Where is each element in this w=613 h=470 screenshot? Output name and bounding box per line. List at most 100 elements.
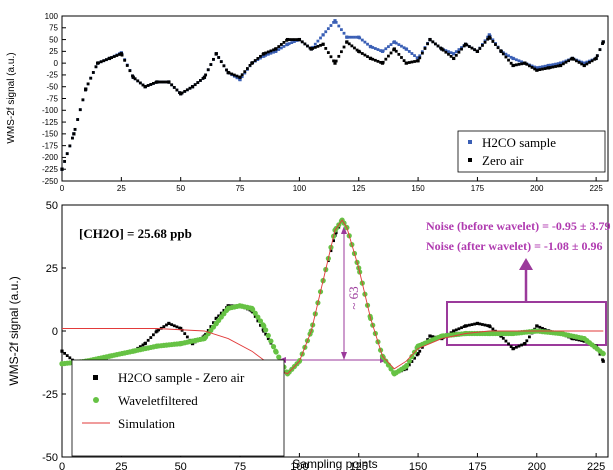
trace-point-zero-air [368, 56, 372, 60]
trace-point-zero-air [321, 42, 325, 46]
trace-point-zero-air [99, 60, 103, 64]
bottom-y-tick-label: -25 [42, 389, 58, 401]
trace-point-h2co-sample [520, 60, 523, 64]
trace-point-h2co-sample [366, 42, 369, 46]
trace-point-h2co-sample-zero-air [329, 249, 333, 253]
trace-point-h2co-sample-zero-air [465, 324, 469, 328]
trace-point-h2co-sample [290, 41, 294, 44]
top-x-tick-label: 0 [60, 184, 65, 193]
trace-point-h2co-sample [363, 40, 367, 44]
trace-point-zero-air [238, 75, 241, 79]
trace-point-zero-air [97, 61, 100, 65]
trace-point-h2co-sample-zero-air [183, 332, 187, 336]
trace-point-h2co-sample [373, 47, 377, 50]
trace-point-h2co-sample-zero-air [180, 328, 184, 332]
legend-marker-difference [93, 375, 98, 380]
trace-point-zero-air [183, 89, 187, 93]
bottom-y-tick-label: 0 [52, 326, 58, 338]
trace-point-h2co-sample-zero-air [415, 353, 419, 357]
trace-point-zero-air [212, 57, 215, 61]
top-x-tick-label: 175 [471, 184, 485, 193]
trace-point-zero-air [436, 44, 440, 48]
trace-point-zero-air [138, 81, 142, 85]
trace-point-h2co-sample-zero-air [538, 325, 542, 329]
trace-point-h2co-sample-zero-air [256, 319, 260, 323]
trace-point-zero-air [277, 45, 281, 48]
trace-point-h2co-sample [397, 43, 401, 47]
trace-point-zero-air [588, 60, 591, 64]
trace-point-h2co-sample-zero-air [535, 324, 539, 328]
trace-point-zero-air [376, 59, 380, 63]
noise-after-annotation: Noise (after wavelet) = -1.08 ± 0.96 [426, 239, 602, 253]
trace-point-waveletfiltered [270, 344, 277, 350]
trace-point-h2co-sample-zero-air [541, 326, 544, 330]
trace-point-zero-air [324, 47, 328, 50]
bottom-y-axis-label: WMS-2f signal (a.u.) [7, 276, 21, 385]
trace-point-zero-air [405, 61, 409, 65]
trace-point-zero-air [104, 58, 108, 62]
top-x-axis: 0 25 50 75 100 125 150 175 200 225 [60, 177, 603, 193]
peak-height-arrow-top [341, 226, 347, 234]
trace-point-h2co-sample-zero-air [206, 328, 210, 332]
trace-point-zero-air [248, 64, 252, 67]
trace-point-h2co-sample [543, 64, 547, 68]
bottom-y-tick-label: 25 [46, 263, 58, 275]
trace-point-h2co-sample-zero-air [172, 324, 176, 328]
trace-point-zero-air [306, 44, 309, 48]
trace-point-zero-air [465, 43, 469, 47]
legend-marker-zero-air [468, 158, 472, 162]
trace-point-zero-air [514, 63, 518, 67]
x-axis-label: Sampling points [292, 457, 377, 470]
trace-point-h2co-sample [293, 40, 296, 43]
trace-point-h2co-sample-zero-air [504, 339, 508, 343]
trace-point-h2co-sample [324, 30, 328, 34]
trace-point-h2co-sample [533, 65, 537, 69]
trace-point-h2co-sample-zero-air [151, 333, 155, 337]
trace-point-zero-air [559, 63, 563, 67]
trace-point-h2co-sample-zero-air [214, 317, 218, 321]
trace-point-zero-air [133, 77, 137, 81]
trace-point-h2co-sample-zero-air [144, 341, 147, 345]
trace-point-zero-air [180, 91, 184, 95]
trace-point-h2co-sample-zero-air [141, 343, 145, 347]
trace-point-h2co-sample-zero-air [514, 345, 518, 349]
trace-point-zero-air [256, 57, 260, 60]
trace-point-zero-air [501, 52, 505, 56]
trace-point-h2co-sample-zero-air [452, 329, 456, 333]
trace-point-zero-air [125, 64, 129, 67]
trace-point-zero-air [556, 64, 560, 68]
trace-point-zero-air [507, 58, 510, 62]
trace-point-zero-air [110, 56, 114, 59]
trace-point-zero-air [123, 58, 127, 62]
data-point-zero-air [333, 61, 337, 65]
trace-point-zero-air [326, 51, 330, 54]
data-point-zero-air [601, 40, 605, 44]
trace-point-zero-air [426, 42, 429, 46]
trace-point-zero-air [345, 40, 349, 44]
trace-point-zero-air [128, 69, 132, 73]
bottom-x-tick-label: 225 [587, 461, 605, 470]
bottom-y-axis: 50 25 0 -25 -50 [42, 200, 66, 464]
trace-point-h2co-sample [321, 33, 325, 37]
top-y-tick-label: 0 [54, 59, 59, 68]
trace-point-h2co-sample [342, 31, 346, 35]
trace-point-zero-air [264, 51, 268, 55]
trace-point-h2co-sample [486, 35, 490, 39]
trace-point-h2co-sample-zero-air [217, 314, 221, 318]
trace-point-h2co-sample-zero-air [222, 308, 226, 312]
trace-point-h2co-sample-zero-air [528, 335, 531, 339]
trace-point-h2co-sample [546, 64, 550, 68]
top-y-tick-label: 25 [49, 47, 58, 56]
top-x-tick-label: 25 [117, 184, 126, 193]
trace-point-zero-air [441, 48, 445, 52]
trace-point-zero-air [535, 68, 539, 72]
trace-point-h2co-sample [389, 43, 393, 46]
trace-point-zero-air [201, 77, 205, 80]
trace-point-h2co-sample-zero-air [212, 321, 215, 325]
trace-point-zero-air [217, 56, 221, 59]
trace-point-zero-air [209, 63, 213, 66]
trace-point-zero-air [162, 80, 166, 84]
trace-point-h2co-sample [240, 75, 244, 79]
trace-point-h2co-sample [457, 48, 461, 51]
trace-point-zero-air [504, 55, 508, 59]
